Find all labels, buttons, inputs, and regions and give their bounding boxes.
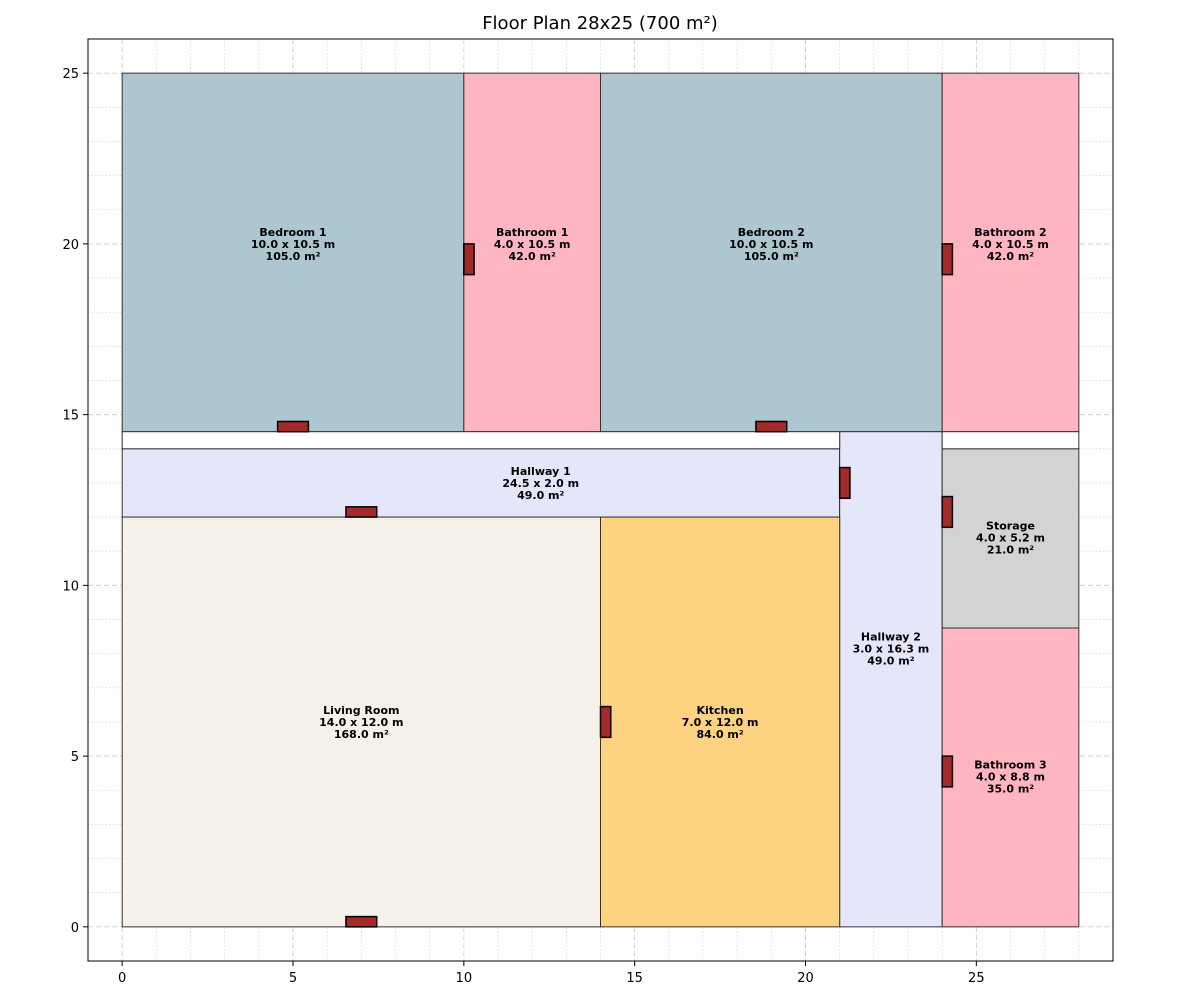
room-label-living-room: Living Room 14.0 x 12.0 m 168.0 m²	[319, 704, 403, 741]
room-label-line: Storage	[986, 520, 1035, 533]
room-label-line: Kitchen	[696, 704, 743, 717]
room-label-line: 168.0 m²	[334, 728, 389, 741]
room-label-line: 49.0 m²	[517, 489, 564, 502]
y-tick-label: 5	[71, 750, 79, 765]
room-label-line: 3.0 x 16.3 m	[853, 643, 930, 656]
room-label-line: Living Room	[323, 704, 399, 717]
room-label-line: Bedroom 1	[259, 226, 326, 239]
room-layer	[121, 72, 1080, 928]
door-hallway-2	[838, 466, 851, 500]
room-hallway-1	[121, 448, 841, 518]
room-label-line: 7.0 x 12.0 m	[682, 716, 759, 729]
room-storage	[941, 448, 1080, 629]
room-label-line: Hallway 2	[861, 631, 921, 644]
door-bathroom-1	[463, 243, 475, 276]
x-tick-label: 5	[289, 971, 297, 986]
room-bedroom-2	[600, 72, 943, 433]
room-label-line: Bathroom 2	[974, 226, 1046, 239]
room-label-line: 105.0 m²	[266, 250, 321, 263]
room-label-kitchen: Kitchen 7.0 x 12.0 m 84.0 m²	[682, 704, 759, 741]
corridor-strip-layer	[121, 431, 1080, 450]
y-tick-label: 0	[71, 921, 79, 936]
door-living-room	[345, 915, 378, 928]
strip-east	[941, 431, 1080, 450]
y-tick-label: 15	[62, 409, 79, 424]
x-tick-label: 25	[968, 971, 985, 986]
room-label-line: 105.0 m²	[744, 250, 799, 263]
tick-layer: 0 5 10 15 20 25 0 5 10 15 20 25	[62, 67, 984, 986]
room-label-line: 4.0 x 5.2 m	[976, 532, 1045, 545]
room-label-line: 24.5 x 2.0 m	[502, 477, 579, 490]
room-label-bathroom-2: Bathroom 2 4.0 x 10.5 m 42.0 m²	[972, 226, 1049, 263]
strip-west	[121, 431, 841, 450]
room-label-line: Bathroom 1	[496, 226, 568, 239]
room-label-line: 35.0 m²	[987, 783, 1034, 796]
room-label-line: Hallway 1	[511, 465, 571, 478]
door-bedroom-1	[276, 420, 310, 433]
room-label-bathroom-1: Bathroom 1 4.0 x 10.5 m 42.0 m²	[494, 226, 571, 263]
door-layer	[276, 243, 954, 928]
door-bedroom-2	[755, 420, 788, 433]
room-label-hallway-2: Hallway 2 3.0 x 16.3 m 49.0 m²	[853, 631, 930, 668]
y-tick-label: 20	[62, 238, 79, 253]
room-kitchen	[600, 516, 841, 928]
room-label-line: 84.0 m²	[696, 728, 743, 741]
room-label-line: 10.0 x 10.5 m	[729, 238, 813, 251]
room-label-bathroom-3: Bathroom 3 4.0 x 8.8 m 35.0 m²	[974, 759, 1046, 796]
room-hallway-2	[839, 431, 943, 928]
room-label-line: 10.0 x 10.5 m	[251, 238, 335, 251]
x-tick-label: 20	[797, 971, 814, 986]
room-bedroom-1	[121, 72, 465, 433]
axes-frame	[87, 38, 1114, 962]
room-label-bedroom-2: Bedroom 2 10.0 x 10.5 m 105.0 m²	[729, 226, 813, 263]
x-tick-label: 15	[626, 971, 643, 986]
x-tick-label: 10	[456, 971, 473, 986]
door-kitchen	[599, 705, 612, 739]
room-label-line: 4.0 x 10.5 m	[494, 238, 571, 251]
y-tick-label: 10	[62, 579, 79, 594]
room-label-line: 21.0 m²	[987, 544, 1034, 557]
room-label-line: 42.0 m²	[987, 250, 1034, 263]
room-label-bedroom-1: Bedroom 1 10.0 x 10.5 m 105.0 m²	[251, 226, 335, 263]
room-label-hallway-1: Hallway 1 24.5 x 2.0 m 49.0 m²	[502, 465, 579, 502]
room-label-line: 4.0 x 8.8 m	[976, 771, 1045, 784]
room-living-room	[121, 516, 602, 928]
room-bathroom-1	[463, 72, 602, 433]
room-label-line: Bedroom 2	[738, 226, 805, 239]
room-label-storage: Storage 4.0 x 5.2 m 21.0 m²	[976, 520, 1045, 557]
door-storage	[941, 495, 954, 529]
x-tick-label: 0	[118, 971, 126, 986]
door-hallway-1	[345, 506, 378, 518]
room-label-line: 42.0 m²	[509, 250, 556, 263]
y-tick-label: 25	[62, 67, 79, 82]
plot-title: Floor Plan 28x25 (700 m²)	[482, 13, 718, 34]
room-label-line: 14.0 x 12.0 m	[319, 716, 403, 729]
room-label-line: Bathroom 3	[974, 759, 1046, 772]
room-bathroom-3	[941, 627, 1080, 928]
room-label-line: 49.0 m²	[867, 655, 914, 668]
room-label-line: 4.0 x 10.5 m	[972, 238, 1049, 251]
door-bathroom-2	[941, 243, 954, 276]
door-bathroom-3	[941, 755, 954, 788]
